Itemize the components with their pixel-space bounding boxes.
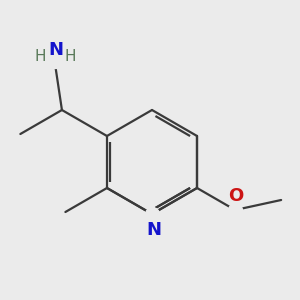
Text: N: N [48,40,63,58]
Text: H: H [65,49,76,64]
Text: H: H [35,49,46,64]
Text: O: O [229,187,244,205]
Text: N: N [146,221,161,239]
